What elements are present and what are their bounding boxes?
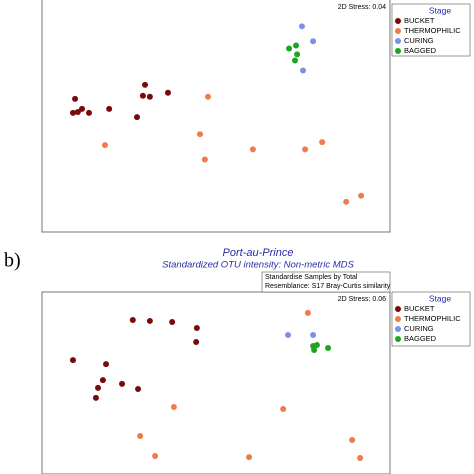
plot-frame xyxy=(41,0,391,233)
data-point xyxy=(69,109,76,116)
data-point xyxy=(129,317,136,324)
notes-box xyxy=(261,271,391,293)
stress-label: 2D Stress: 0.04 xyxy=(338,4,386,11)
legend-marker xyxy=(395,48,401,54)
data-point xyxy=(310,343,317,350)
data-point xyxy=(135,386,142,393)
data-point xyxy=(95,384,102,391)
note: Resemblance: S17 Bray-Curtis similarity xyxy=(265,283,391,290)
data-point xyxy=(142,81,149,88)
legend-marker xyxy=(395,336,401,342)
legend-label: BUCKET xyxy=(404,304,435,313)
legend-box xyxy=(391,3,471,57)
data-point xyxy=(74,108,81,115)
data-point xyxy=(106,105,113,112)
chart-subtitle: Standardized OTU intensity: Non-metric M… xyxy=(162,260,354,271)
legend-title: Stage xyxy=(429,293,451,303)
data-point xyxy=(246,454,253,461)
data-point xyxy=(134,114,141,121)
data-point xyxy=(349,436,356,443)
data-point xyxy=(319,139,326,146)
stress-label: 2D Stress: 0.06 xyxy=(338,296,386,303)
data-point xyxy=(146,317,153,324)
data-point xyxy=(357,454,364,461)
data-point xyxy=(204,93,211,100)
data-point xyxy=(310,331,317,338)
data-point xyxy=(304,309,311,316)
data-point xyxy=(193,339,200,346)
legend-marker xyxy=(395,38,401,44)
data-point xyxy=(343,198,350,205)
data-point xyxy=(285,331,292,338)
data-point xyxy=(92,394,99,401)
data-point xyxy=(119,380,126,387)
data-point xyxy=(196,131,203,138)
legend-marker xyxy=(395,28,401,34)
data-point xyxy=(286,45,293,52)
legend-label: BAGGED xyxy=(404,46,437,55)
data-point xyxy=(358,192,365,199)
legend-marker xyxy=(395,316,401,322)
legend-label: BAGGED xyxy=(404,334,437,343)
data-point xyxy=(152,452,159,459)
data-point xyxy=(280,406,287,413)
data-point xyxy=(170,404,177,411)
data-point xyxy=(201,156,208,163)
legend-label: THERMOPHILIC xyxy=(404,314,461,323)
data-point xyxy=(298,23,305,30)
data-point xyxy=(294,51,301,58)
data-point xyxy=(302,146,309,153)
legend-marker xyxy=(395,306,401,312)
legend-box xyxy=(391,291,471,347)
data-point xyxy=(85,109,92,116)
data-point xyxy=(69,357,76,364)
data-point xyxy=(291,57,298,64)
data-point xyxy=(293,42,300,49)
legend-label: THERMOPHILIC xyxy=(404,26,461,35)
data-point xyxy=(164,89,171,96)
legend-marker xyxy=(395,326,401,332)
chart-title: Port-au-Prince xyxy=(223,247,294,259)
data-point xyxy=(169,319,176,326)
data-point xyxy=(146,93,153,100)
data-point xyxy=(72,95,79,102)
data-point xyxy=(300,67,306,74)
legend-label: BUCKET xyxy=(404,16,435,25)
data-point xyxy=(79,105,86,112)
data-point xyxy=(137,432,144,439)
data-point xyxy=(193,325,200,332)
plot-frame xyxy=(41,291,391,474)
legend-title: Stage xyxy=(429,5,451,15)
data-point xyxy=(139,92,146,99)
panel-label: b) xyxy=(4,250,21,272)
legend-label: CURING xyxy=(404,324,434,333)
data-point xyxy=(325,345,332,352)
note: Standardise Samples by Total xyxy=(265,274,358,281)
data-point xyxy=(249,146,256,153)
data-point xyxy=(101,142,108,149)
data-point xyxy=(310,38,317,45)
data-point xyxy=(99,377,106,384)
legend-label: CURING xyxy=(404,36,434,45)
data-point xyxy=(103,361,110,368)
legend-marker xyxy=(395,18,401,24)
